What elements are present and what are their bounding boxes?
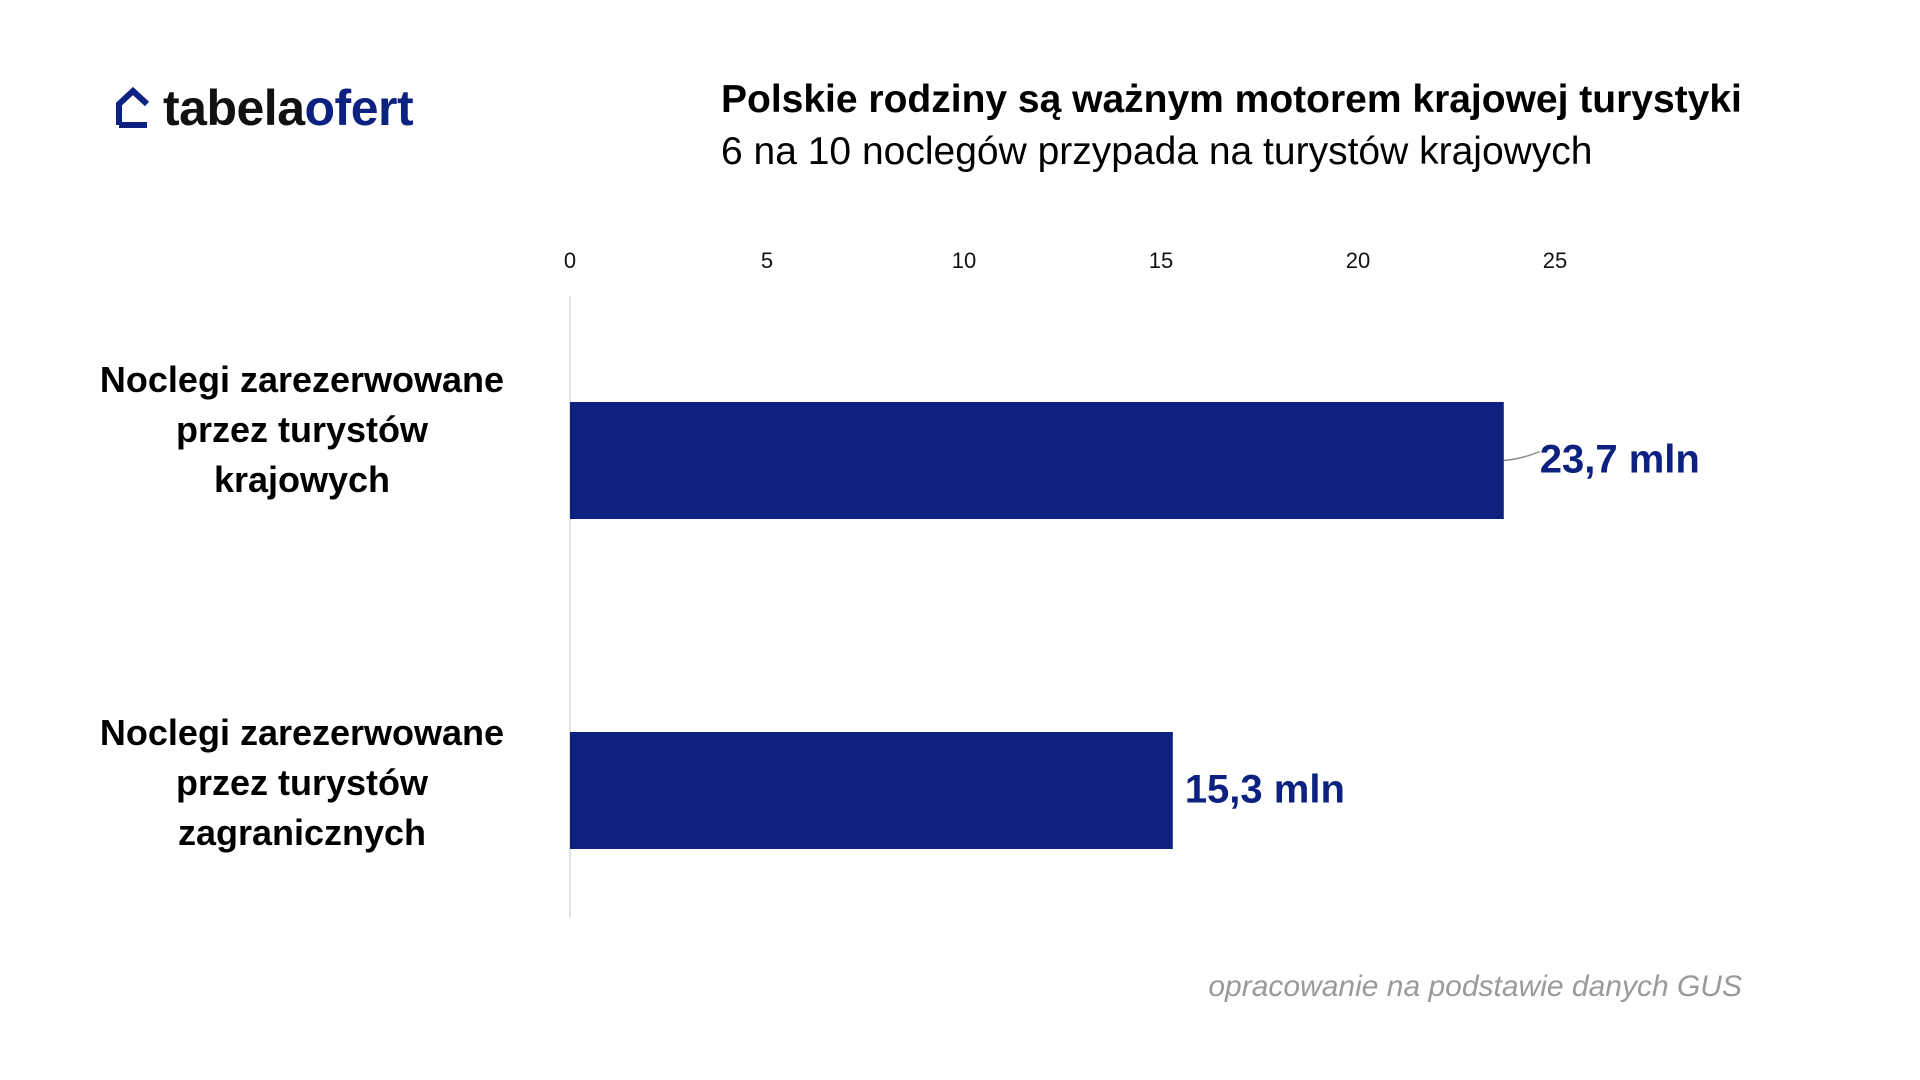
bar	[570, 732, 1173, 849]
category-label-line: Noclegi zarezerwowane	[99, 359, 505, 400]
chart-subtitle: 6 na 10 noclegów przypada na turystów kr…	[721, 130, 1593, 173]
data-label: 23,7 mln	[1540, 438, 1700, 482]
source-note: opracowanie na podstawie danych GUS	[1208, 970, 1742, 1003]
bar	[570, 402, 1504, 519]
x-tick-label: 10	[952, 248, 976, 273]
category-label-line: zagranicznych	[177, 812, 427, 853]
category-label-line: przez turystów	[175, 762, 429, 803]
house-icon	[116, 87, 150, 128]
data-label: 15,3 mln	[1185, 768, 1345, 812]
data-label-leader-line	[1503, 450, 1541, 462]
logo: tabelaofert	[115, 78, 414, 138]
category-label-line: Noclegi zarezerwowane	[99, 712, 505, 753]
x-tick-label: 0	[564, 248, 576, 273]
x-tick-label: 5	[761, 248, 773, 273]
category-label-domestic: Noclegi zarezerwowane przez turystów kra…	[60, 355, 544, 505]
category-label-line: krajowych	[213, 459, 391, 500]
logo-text-tabela: tabela	[163, 80, 305, 136]
category-label-foreign: Noclegi zarezerwowane przez turystów zag…	[60, 708, 544, 858]
logo-text: tabelaofert	[163, 80, 414, 136]
x-tick-label: 15	[1149, 248, 1173, 273]
logo-text-ofert: ofert	[304, 80, 414, 136]
category-label-line: przez turystów	[175, 409, 429, 450]
chart-title: Polskie rodziny są ważnym motorem krajow…	[721, 78, 1742, 121]
x-tick-label: 25	[1543, 248, 1567, 273]
x-tick-label: 20	[1346, 248, 1370, 273]
